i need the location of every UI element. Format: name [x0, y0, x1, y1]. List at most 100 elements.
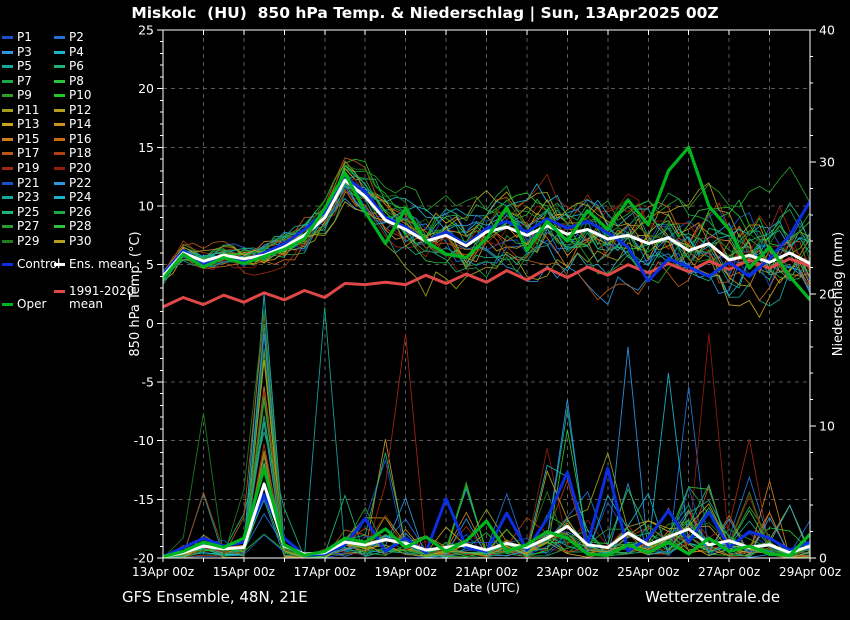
- legend-item-p22-swatch: [54, 181, 65, 185]
- x-axis-label: Date (UTC): [453, 581, 520, 595]
- legend-item-p1-label: P1: [17, 30, 32, 44]
- legend-item-p10: P10: [54, 89, 92, 102]
- legend-item-p19-swatch: [2, 166, 13, 170]
- footer-model-info: GFS Ensemble, 48N, 21E: [122, 588, 308, 606]
- legend-item-p9-swatch: [2, 94, 13, 98]
- temp-tick-label: 20: [138, 81, 154, 96]
- legend-item-p25-label: P25: [17, 204, 40, 219]
- legend-item-p28: P28: [54, 220, 92, 233]
- date-tick-label: 27Apr 00z: [698, 565, 760, 579]
- legend-item-p29: P29: [2, 233, 40, 248]
- temp-tick-label: 25: [138, 23, 154, 38]
- legend-item-p5: P5: [2, 60, 32, 73]
- legend-item-p10-label: P10: [69, 88, 92, 103]
- legend-item-p1-swatch: [2, 36, 13, 39]
- legend-item-p30-label: P30: [69, 233, 92, 248]
- legend-item-p5-label: P5: [17, 59, 32, 74]
- oper-precip-line: [163, 466, 810, 558]
- legend-item-p12-swatch: [54, 108, 65, 112]
- legend-item-p30-swatch: [54, 239, 65, 243]
- legend-item-p17-swatch: [2, 152, 13, 156]
- legend-item-p24-label: P24: [69, 190, 92, 205]
- legend-item-p14-label: P14: [69, 117, 92, 132]
- legend-item-p2: P2: [54, 31, 84, 44]
- legend-item-p18-label: P18: [69, 146, 92, 161]
- temp-tick-label: -20: [134, 551, 154, 566]
- legend-item-p3-label: P3: [17, 44, 32, 59]
- legend-item-p29-label: P29: [17, 233, 40, 248]
- legend-item-p23: P23: [2, 191, 40, 204]
- legend-item-oper-swatch: [2, 303, 13, 306]
- legend-item-clim-mean-label: 1991-2020 mean: [69, 284, 135, 311]
- legend-item-p4-swatch: [54, 50, 65, 54]
- precip-tick-label: 20: [819, 287, 835, 302]
- legend-item-p7-label: P7: [17, 73, 32, 88]
- legend-item-p17: P17: [2, 147, 40, 160]
- legend-item-p18: P18: [54, 147, 92, 160]
- legend-item-p22: P22: [54, 175, 92, 190]
- precip-tick-label: 10: [819, 419, 835, 434]
- legend-item-p24-swatch: [54, 196, 65, 200]
- legend-item-p26: P26: [54, 204, 92, 219]
- legend-item-p8-swatch: [54, 79, 65, 83]
- legend-item-p20: P20: [54, 161, 92, 175]
- member-temp-P11: [163, 191, 810, 298]
- legend-item-p10-swatch: [54, 94, 65, 98]
- legend-item-p15: P15: [2, 131, 40, 146]
- legend-item-oper-label: Oper: [17, 297, 47, 311]
- date-tick-label: 13Apr 00z: [132, 565, 194, 579]
- footer-brand: Wetterzentrale.de: [645, 588, 781, 606]
- legend-item-p3: P3: [2, 44, 32, 59]
- legend-item-p19: P19: [2, 161, 40, 175]
- legend-item-control: Control: [2, 258, 60, 271]
- ens-mean-precip-line: [163, 482, 810, 558]
- legend-item-ens-mean-label: Ens. mean: [69, 257, 133, 271]
- legend-item-p14: P14: [54, 118, 92, 131]
- date-tick-label: 25Apr 00z: [617, 565, 679, 579]
- legend-item-p13: P13: [2, 118, 40, 131]
- gridlines: [163, 30, 810, 558]
- member-precip-P21: [163, 486, 810, 558]
- temp-tick-label: 0: [146, 316, 154, 331]
- legend-item-p12-label: P12: [69, 102, 92, 117]
- temp-tick-label: -10: [134, 433, 154, 448]
- member-temp-P26: [163, 164, 810, 282]
- legend-item-p30: P30: [54, 233, 92, 248]
- legend-item-p18-swatch: [54, 152, 65, 156]
- temp-tick-label: 10: [138, 199, 154, 214]
- legend-item-p17-label: P17: [17, 146, 40, 161]
- legend-item-p14-swatch: [54, 123, 65, 127]
- legend-item-control-swatch: [2, 263, 13, 266]
- oper-temp-line: [163, 145, 810, 301]
- legend-item-p15-label: P15: [17, 131, 40, 146]
- legend-item-p3-swatch: [2, 50, 13, 54]
- precip-tick-label: 0: [819, 551, 827, 566]
- legend-item-p6-label: P6: [69, 59, 84, 74]
- legend-item-p21-label: P21: [17, 175, 40, 190]
- legend-item-p11-swatch: [2, 108, 13, 112]
- legend-item-p11: P11: [2, 103, 40, 117]
- legend-item-p12: P12: [54, 102, 92, 117]
- legend-item-p9: P9: [2, 89, 32, 102]
- page-title: Miskolc (HU) 850 hPa Temp. & Niederschla…: [131, 4, 719, 22]
- legend-item-p27: P27: [2, 220, 40, 233]
- member-temp-P1: [163, 187, 810, 281]
- legend-item-p21-swatch: [2, 181, 13, 185]
- legend-item-p28-label: P28: [69, 219, 92, 234]
- y-axis-left-label: 850 hPa Temp. (°C): [128, 231, 143, 356]
- legend-item-p28-swatch: [54, 225, 65, 229]
- legend-item-control-label: Control: [17, 257, 61, 271]
- legend-item-p7: P7: [2, 73, 32, 88]
- date-tick-label: 17Apr 00z: [294, 565, 356, 579]
- date-tick-label: 23Apr 00z: [536, 565, 598, 579]
- member-temp-P29: [163, 164, 810, 275]
- legend-item-p22-label: P22: [69, 175, 92, 190]
- legend-item-p26-swatch: [54, 210, 65, 214]
- legend-item-p16-label: P16: [69, 131, 92, 146]
- clim-mean-temp-line: [163, 257, 810, 309]
- legend-item-p23-label: P23: [17, 190, 40, 205]
- legend-item-p26-label: P26: [69, 204, 92, 219]
- temp-tick-label: 5: [146, 257, 154, 272]
- precip-tick-label: 30: [819, 155, 835, 170]
